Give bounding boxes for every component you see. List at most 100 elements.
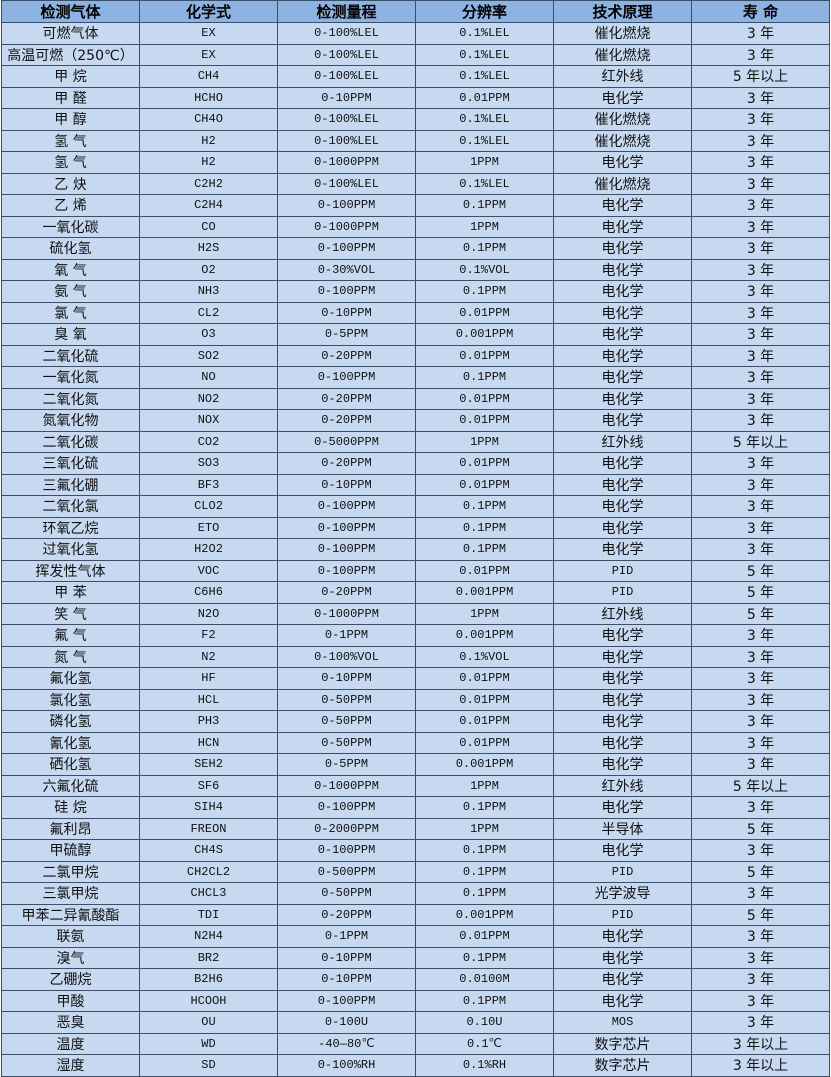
cell-principle: 电化学 bbox=[553, 495, 692, 518]
cell-principle: PID bbox=[553, 903, 692, 926]
table-row: 乙 烯 C2H4 0-100PPM 0.1PPM 电化学 3 年 bbox=[1, 194, 830, 217]
table-row: 氰化氢 HCN 0-50PPM 0.01PPM 电化学 3 年 bbox=[1, 731, 830, 754]
table-row: 磷化氢 PH3 0-50PPM 0.01PPM 电化学 3 年 bbox=[1, 710, 830, 733]
cell-principle: 电化学 bbox=[553, 258, 692, 281]
cell-life: 3 年 bbox=[691, 473, 830, 496]
cell-principle: 电化学 bbox=[553, 538, 692, 561]
header-row: 检测气体 化学式 检测量程 分辨率 技术原理 寿 命 bbox=[1, 0, 830, 23]
cell-gas: 乙硼烷 bbox=[1, 968, 140, 991]
cell-principle: 电化学 bbox=[553, 301, 692, 324]
cell-formula: NO2 bbox=[139, 387, 278, 410]
cell-principle: 电化学 bbox=[553, 151, 692, 174]
cell-life: 3 年 bbox=[691, 645, 830, 668]
cell-principle: 电化学 bbox=[553, 624, 692, 647]
cell-range: 0-1PPM bbox=[277, 624, 416, 647]
cell-gas: 硅 烷 bbox=[1, 796, 140, 819]
cell-principle: 电化学 bbox=[553, 344, 692, 367]
cell-range: 0-50PPM bbox=[277, 731, 416, 754]
cell-gas: 硫化氢 bbox=[1, 237, 140, 260]
cell-principle: 电化学 bbox=[553, 409, 692, 432]
cell-resolution: 1PPM bbox=[415, 430, 554, 453]
cell-life: 3 年 bbox=[691, 344, 830, 367]
cell-resolution: 0.01PPM bbox=[415, 710, 554, 733]
cell-range: 0-20PPM bbox=[277, 387, 416, 410]
cell-formula: FREON bbox=[139, 817, 278, 840]
cell-life: 5 年 bbox=[691, 817, 830, 840]
table-row: 一氧化氮 NO 0-100PPM 0.1PPM 电化学 3 年 bbox=[1, 366, 830, 389]
cell-resolution: 0.1PPM bbox=[415, 882, 554, 905]
cell-formula: NO bbox=[139, 366, 278, 389]
cell-resolution: 0.001PPM bbox=[415, 903, 554, 926]
cell-range: 0-100%LEL bbox=[277, 129, 416, 152]
cell-gas: 三氧化硫 bbox=[1, 452, 140, 475]
cell-range: 0-10PPM bbox=[277, 946, 416, 969]
cell-formula: VOC bbox=[139, 559, 278, 582]
cell-gas: 甲 烷 bbox=[1, 65, 140, 88]
cell-gas: 氧 气 bbox=[1, 258, 140, 281]
cell-resolution: 0.01PPM bbox=[415, 387, 554, 410]
cell-formula: B2H6 bbox=[139, 968, 278, 991]
cell-resolution: 0.01PPM bbox=[415, 473, 554, 496]
cell-range: 0-100PPM bbox=[277, 989, 416, 1012]
cell-life: 3 年以上 bbox=[691, 1054, 830, 1077]
cell-life: 3 年 bbox=[691, 946, 830, 969]
cell-formula: SD bbox=[139, 1054, 278, 1077]
cell-life: 5 年 bbox=[691, 559, 830, 582]
header-formula: 化学式 bbox=[139, 0, 278, 23]
cell-gas: 乙 烯 bbox=[1, 194, 140, 217]
cell-gas: 甲硫醇 bbox=[1, 839, 140, 862]
cell-gas: 氟利昂 bbox=[1, 817, 140, 840]
cell-gas: 氟 气 bbox=[1, 624, 140, 647]
cell-resolution: 1PPM bbox=[415, 602, 554, 625]
cell-formula: ETO bbox=[139, 516, 278, 539]
cell-life: 5 年 bbox=[691, 903, 830, 926]
cell-resolution: 0.1%LEL bbox=[415, 65, 554, 88]
table-row: 环氧乙烷 ETO 0-100PPM 0.1PPM 电化学 3 年 bbox=[1, 516, 830, 539]
cell-resolution: 0.001PPM bbox=[415, 624, 554, 647]
cell-range: 0-500PPM bbox=[277, 860, 416, 883]
cell-formula: CLO2 bbox=[139, 495, 278, 518]
cell-principle: 电化学 bbox=[553, 946, 692, 969]
cell-formula: C2H2 bbox=[139, 172, 278, 195]
cell-life: 3 年 bbox=[691, 22, 830, 45]
cell-range: 0-100PPM bbox=[277, 495, 416, 518]
cell-range: 0-100PPM bbox=[277, 538, 416, 561]
cell-gas: 湿度 bbox=[1, 1054, 140, 1077]
cell-formula: CHCL3 bbox=[139, 882, 278, 905]
cell-formula: PH3 bbox=[139, 710, 278, 733]
cell-range: 0-30%VOL bbox=[277, 258, 416, 281]
cell-resolution: 0.01PPM bbox=[415, 86, 554, 109]
cell-formula: H2 bbox=[139, 129, 278, 152]
cell-gas: 溴气 bbox=[1, 946, 140, 969]
cell-principle: 电化学 bbox=[553, 688, 692, 711]
cell-principle: 电化学 bbox=[553, 86, 692, 109]
cell-formula: H2S bbox=[139, 237, 278, 260]
cell-formula: SIH4 bbox=[139, 796, 278, 819]
cell-gas: 氮氧化物 bbox=[1, 409, 140, 432]
table-row: 氮 气 N2 0-100%VOL 0.1%VOL 电化学 3 年 bbox=[1, 645, 830, 668]
cell-principle: 数字芯片 bbox=[553, 1032, 692, 1055]
cell-range: 0-50PPM bbox=[277, 710, 416, 733]
cell-resolution: 1PPM bbox=[415, 817, 554, 840]
cell-life: 3 年 bbox=[691, 301, 830, 324]
cell-principle: 电化学 bbox=[553, 753, 692, 776]
cell-gas: 磷化氢 bbox=[1, 710, 140, 733]
cell-range: 0-100%LEL bbox=[277, 22, 416, 45]
cell-principle: 电化学 bbox=[553, 989, 692, 1012]
cell-resolution: 0.01PPM bbox=[415, 559, 554, 582]
cell-range: 0-2000PPM bbox=[277, 817, 416, 840]
cell-formula: HCHO bbox=[139, 86, 278, 109]
cell-resolution: 1PPM bbox=[415, 151, 554, 174]
cell-life: 3 年 bbox=[691, 280, 830, 303]
table-row: 氢 气 H2 0-1000PPM 1PPM 电化学 3 年 bbox=[1, 151, 830, 174]
cell-range: 0-100U bbox=[277, 1011, 416, 1034]
cell-principle: 半导体 bbox=[553, 817, 692, 840]
cell-principle: 电化学 bbox=[553, 280, 692, 303]
cell-formula: SO2 bbox=[139, 344, 278, 367]
cell-gas: 一氧化氮 bbox=[1, 366, 140, 389]
table-row: 氟 气 F2 0-1PPM 0.001PPM 电化学 3 年 bbox=[1, 624, 830, 647]
cell-resolution: 0.1PPM bbox=[415, 495, 554, 518]
cell-principle: 催化燃烧 bbox=[553, 172, 692, 195]
cell-principle: 电化学 bbox=[553, 796, 692, 819]
cell-range: 0-20PPM bbox=[277, 344, 416, 367]
